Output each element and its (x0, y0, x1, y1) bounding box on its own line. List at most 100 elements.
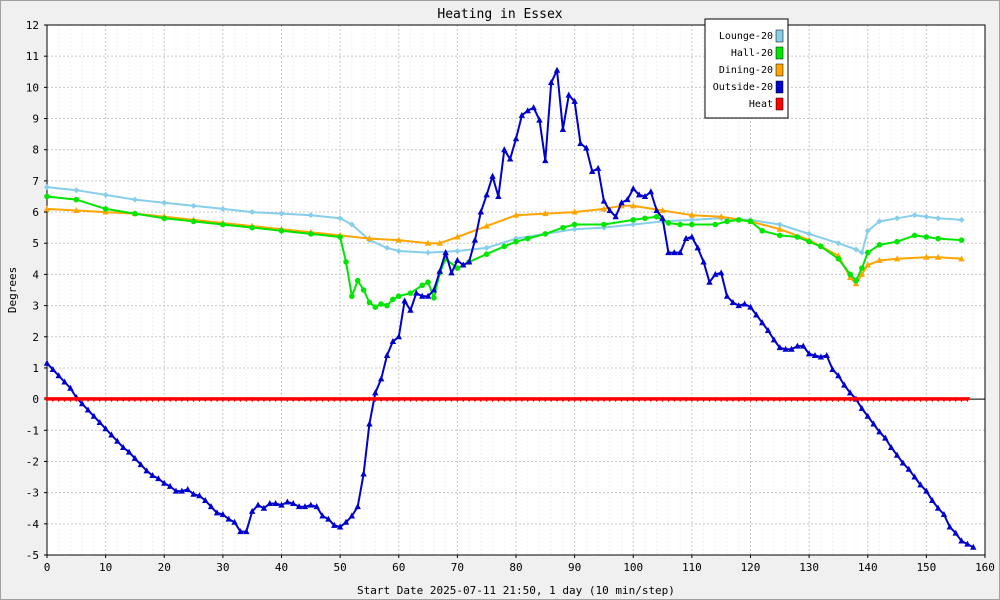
data-point-heat (800, 397, 807, 403)
data-point-heat (430, 397, 437, 403)
data-point-heat (325, 397, 332, 403)
data-point-outside-20 (536, 116, 543, 123)
data-point-heat (495, 397, 502, 403)
series-dining-20 (43, 202, 965, 287)
data-point-lounge-20 (776, 221, 783, 228)
data-point-outside-20 (354, 503, 361, 510)
data-point-heat (694, 397, 701, 403)
data-point-heat (811, 397, 818, 403)
data-point-outside-20 (161, 479, 168, 486)
data-point-heat (577, 397, 584, 403)
data-point-dining-20 (73, 207, 80, 213)
data-point-dining-20 (876, 256, 883, 263)
data-point-outside-20 (565, 91, 572, 98)
data-point-outside-20 (559, 125, 567, 132)
data-point-heat (630, 397, 637, 403)
data-point-heat (272, 397, 279, 403)
data-point-outside-20 (248, 507, 256, 514)
data-point-outside-20 (676, 249, 684, 256)
data-point-outside-20 (547, 79, 555, 86)
data-point-outside-20 (67, 384, 74, 391)
data-point-outside-20 (846, 389, 854, 396)
data-point-hall-20 (419, 282, 426, 289)
data-point-outside-20 (114, 437, 121, 444)
data-point-heat (342, 397, 349, 403)
x-tick-label: 40 (275, 561, 288, 574)
data-point-heat (137, 397, 144, 403)
data-point-outside-20 (764, 327, 772, 334)
data-point-heat (747, 397, 754, 403)
data-point-outside-20 (372, 389, 379, 396)
data-point-outside-20 (905, 465, 912, 472)
data-point-heat (606, 397, 613, 403)
data-point-outside-20 (190, 490, 197, 497)
data-point-hall-20 (73, 196, 80, 203)
data-point-heat (735, 397, 742, 403)
data-point-outside-20 (835, 372, 842, 379)
data-point-dining-20 (436, 239, 443, 246)
legend-swatch-dining-20 (775, 63, 784, 77)
y-tick-label: 12 (26, 19, 39, 32)
data-point-heat (641, 397, 648, 403)
data-point-dining-20 (864, 261, 871, 268)
data-point-heat (794, 397, 801, 403)
data-point-heat (44, 397, 50, 403)
data-point-outside-20 (401, 297, 408, 304)
data-point-heat (612, 397, 619, 403)
data-point-outside-20 (395, 333, 402, 340)
data-point-heat (524, 397, 531, 403)
x-tick-label: 140 (858, 561, 878, 574)
data-point-heat (384, 397, 391, 403)
data-point-outside-20 (706, 278, 713, 285)
data-point-outside-20 (213, 509, 221, 516)
data-point-outside-20 (682, 235, 690, 242)
data-point-lounge-20 (73, 187, 80, 194)
y-tick-label: 10 (26, 81, 39, 94)
data-point-heat (671, 397, 678, 403)
data-point-outside-20 (460, 261, 467, 268)
y-tick-label: -1 (26, 424, 39, 437)
data-point-heat (636, 397, 643, 403)
data-point-outside-20 (424, 292, 432, 299)
data-point-dining-20 (659, 207, 666, 213)
data-point-heat (354, 397, 361, 403)
data-point-outside-20 (694, 244, 701, 251)
data-point-outside-20 (366, 420, 373, 427)
data-point-heat (946, 397, 953, 403)
data-point-outside-20 (870, 420, 877, 427)
data-point-lounge-20 (348, 221, 355, 228)
data-point-heat (172, 397, 179, 403)
data-point-heat (899, 397, 906, 403)
data-point-heat (425, 397, 432, 403)
data-point-outside-20 (717, 269, 725, 276)
data-point-hall-20 (360, 287, 367, 293)
data-point-heat (442, 397, 449, 403)
y-tick-label: -5 (26, 549, 39, 562)
data-point-heat (395, 397, 402, 403)
data-point-outside-20 (307, 501, 315, 508)
data-point-heat (108, 397, 115, 403)
x-axis-label: Start Date 2025-07-11 21:50, 1 day (10 m… (357, 584, 675, 597)
data-point-hall-20 (278, 227, 285, 234)
data-point-heat (296, 397, 303, 403)
y-tick-label: 5 (32, 237, 39, 250)
data-point-hall-20 (349, 293, 355, 300)
data-point-heat (448, 397, 455, 403)
data-point-outside-20 (571, 97, 578, 104)
data-point-heat (366, 397, 373, 403)
data-point-dining-20 (934, 253, 942, 260)
data-point-heat (85, 397, 92, 403)
data-point-heat (407, 397, 414, 403)
data-point-heat (131, 397, 138, 403)
data-point-outside-20 (929, 496, 936, 503)
data-point-heat (700, 397, 707, 403)
x-tick-label: 60 (392, 561, 405, 574)
data-point-heat (55, 397, 62, 403)
data-point-outside-20 (553, 66, 561, 73)
data-point-hall-20 (735, 217, 742, 223)
data-point-lounge-20 (923, 213, 930, 220)
data-point-heat (143, 397, 150, 403)
data-point-outside-20 (96, 419, 103, 425)
data-point-heat (765, 397, 772, 403)
data-point-dining-20 (776, 225, 784, 232)
